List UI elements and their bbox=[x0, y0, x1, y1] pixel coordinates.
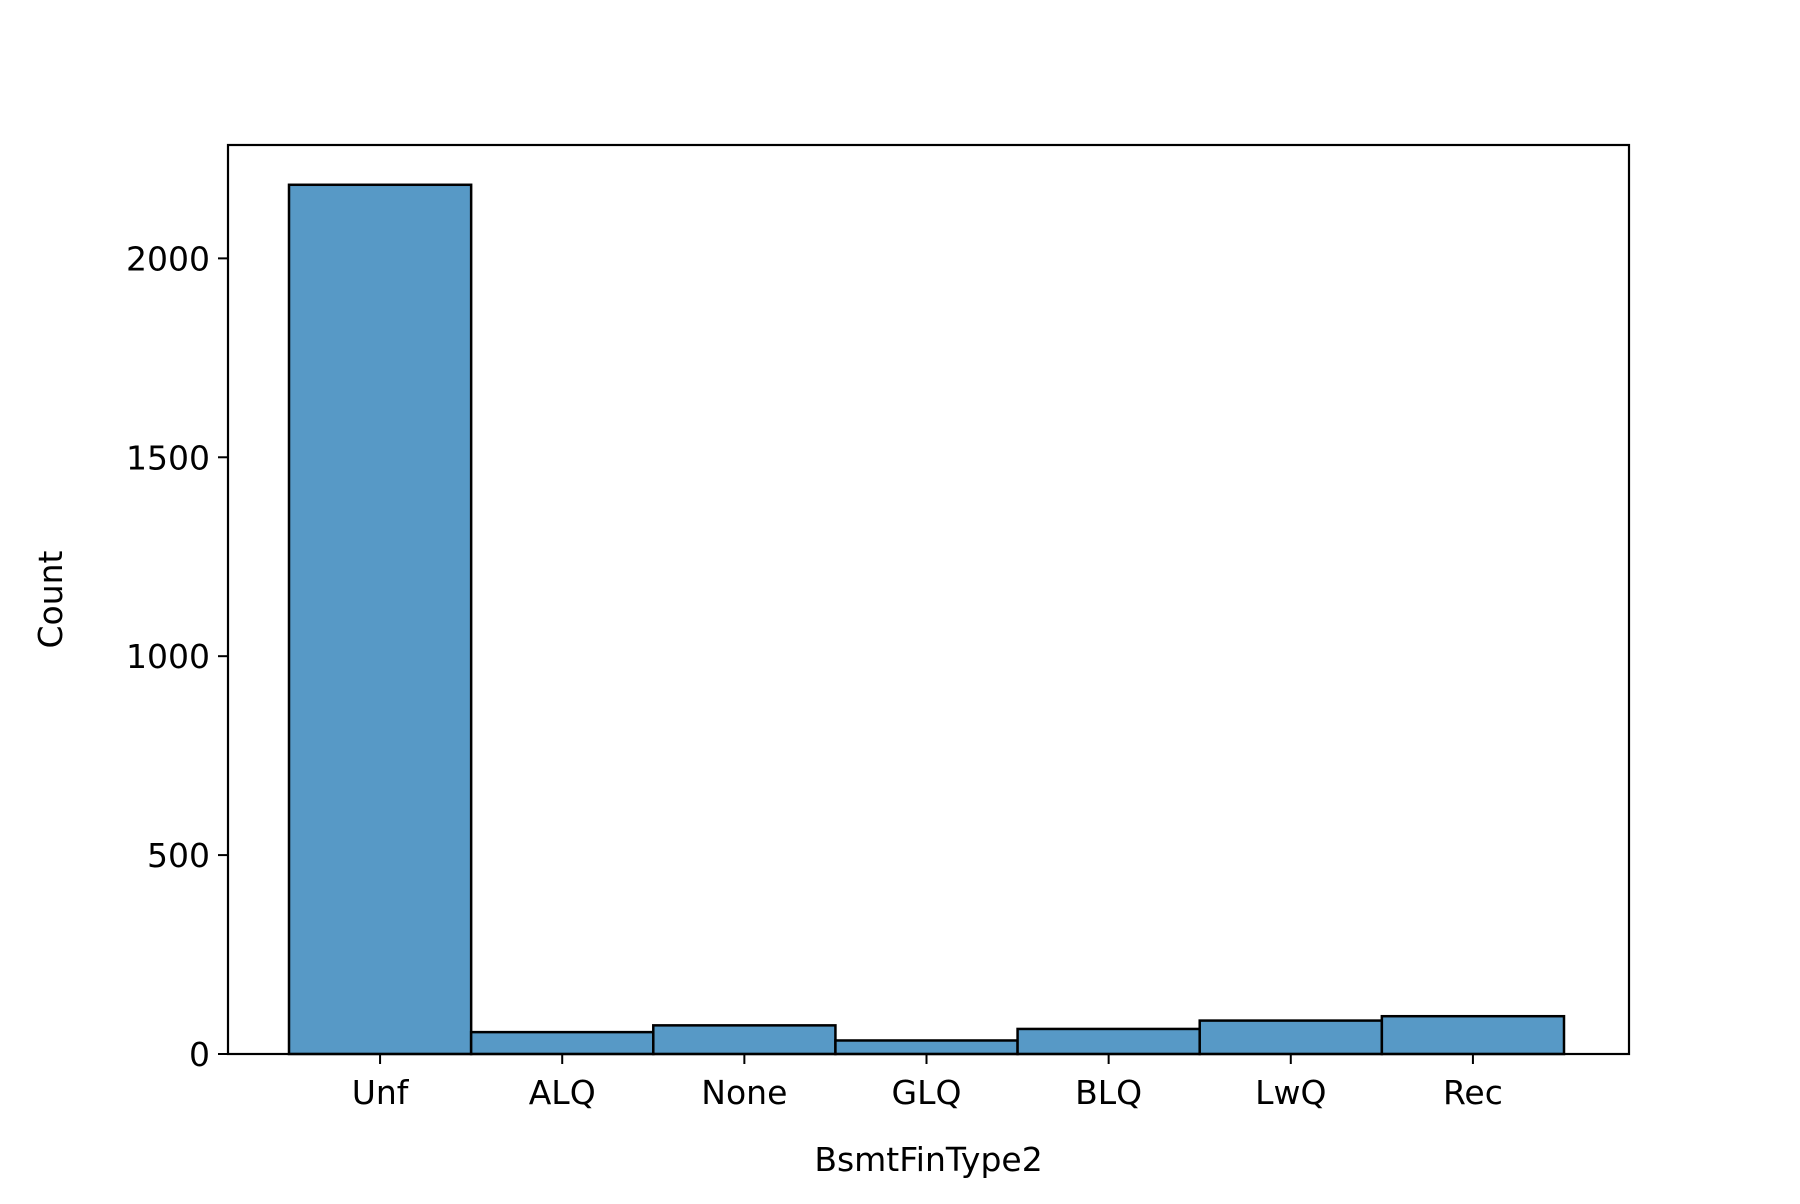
x-axis-ticks: Unf ALQ None GLQ BLQ LwQ Rec bbox=[352, 1054, 1503, 1112]
bar-unf bbox=[287, 183, 473, 1056]
bar-lwq bbox=[1198, 1019, 1384, 1056]
y-tick-label: 0 bbox=[189, 1035, 210, 1074]
x-tick-label: None bbox=[701, 1073, 787, 1112]
y-tick-label: 1500 bbox=[126, 438, 210, 477]
bar-blq bbox=[1016, 1027, 1201, 1056]
y-tick-label: 1000 bbox=[126, 637, 210, 676]
plot-area-frame bbox=[226, 143, 1631, 1056]
y-axis-ticks: 0 500 1000 1500 2000 bbox=[126, 239, 228, 1074]
bars-layer bbox=[287, 183, 1566, 1056]
x-tick-label: GLQ bbox=[892, 1073, 962, 1112]
x-tick-label: LwQ bbox=[1255, 1073, 1326, 1112]
x-axis-label: BsmtFinType2 bbox=[814, 1140, 1042, 1179]
y-axis-label: Count bbox=[31, 550, 70, 648]
x-tick-label: ALQ bbox=[529, 1073, 596, 1112]
y-tick-label: 2000 bbox=[126, 239, 210, 278]
bar-alq bbox=[469, 1030, 655, 1056]
x-tick-label: Unf bbox=[352, 1073, 410, 1112]
x-tick-label: BLQ bbox=[1075, 1073, 1142, 1112]
y-tick-label: 500 bbox=[147, 836, 210, 875]
bar-rec bbox=[1380, 1014, 1566, 1056]
x-tick-label: Rec bbox=[1443, 1073, 1503, 1112]
bar-glq bbox=[834, 1039, 1019, 1056]
bar-none bbox=[652, 1024, 837, 1056]
